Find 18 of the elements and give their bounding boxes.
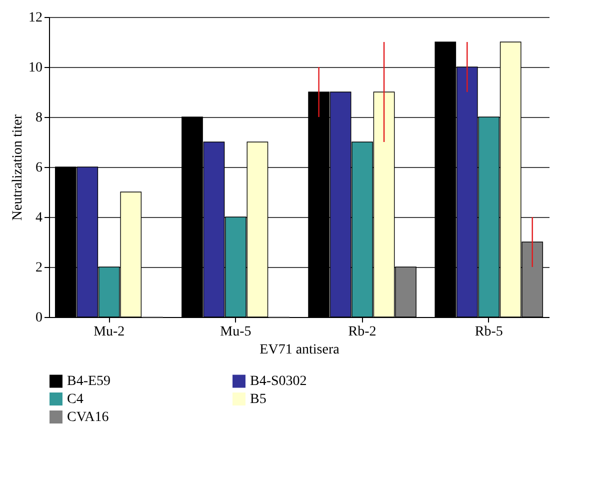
y-tick-label: 6 — [36, 160, 42, 176]
y-tick-label: 2 — [36, 260, 42, 276]
x-tick-label: Rb-5 — [474, 324, 503, 340]
x-axis-title: EV71 antisera — [260, 342, 340, 358]
legend-label: CVA16 — [67, 410, 109, 425]
y-tick-label: 8 — [36, 110, 42, 126]
y-tick-label: 10 — [28, 60, 42, 76]
x-tick-label: Mu-2 — [94, 324, 125, 340]
y-tick-label: 12 — [28, 10, 42, 26]
x-tick-label: Rb-2 — [348, 324, 376, 340]
y-tick-label: 0 — [36, 310, 42, 326]
y-tick-label: 4 — [36, 210, 42, 226]
legend-label: B4-S0302 — [250, 374, 307, 390]
legend-label: C4 — [67, 392, 84, 407]
legend-label: B4-E59 — [67, 374, 111, 390]
x-tick-label: Mu-5 — [220, 324, 252, 340]
y-axis-title: Neutralization titer — [10, 114, 26, 221]
legend-label: B5 — [250, 392, 266, 407]
